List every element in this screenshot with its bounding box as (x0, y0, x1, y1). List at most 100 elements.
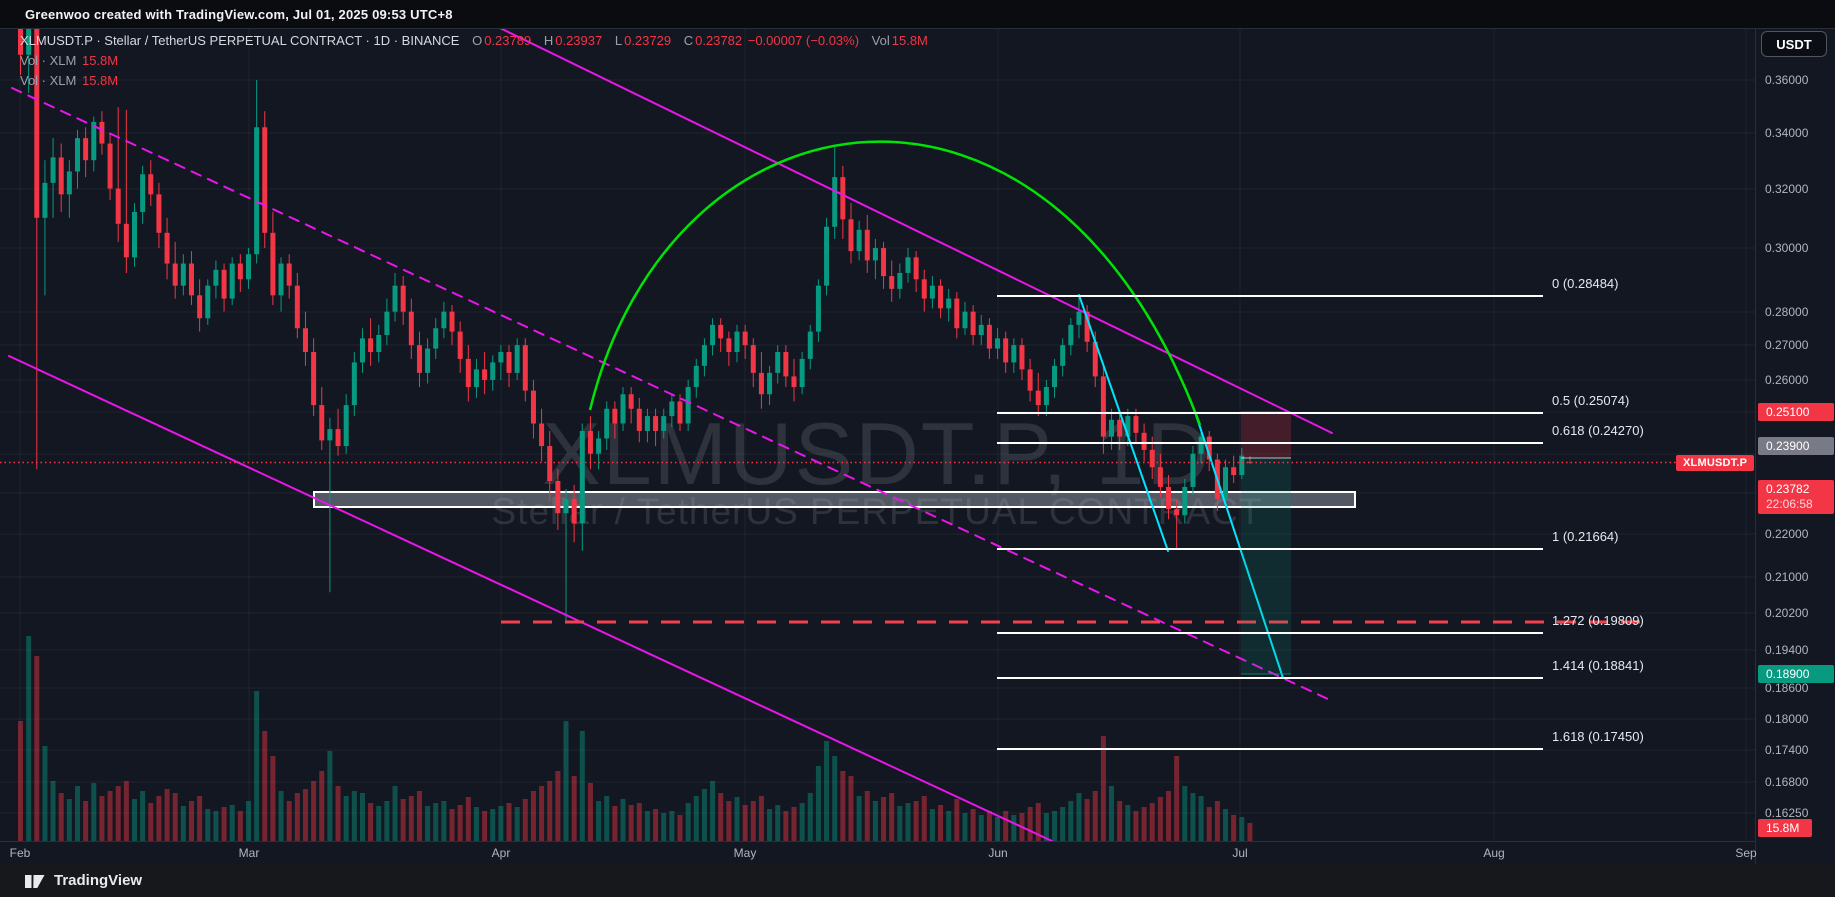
time-axis-label-feb: Feb (9, 846, 31, 860)
candle-body (1027, 369, 1033, 391)
volume-bar (604, 796, 610, 841)
candle-body (131, 211, 137, 258)
volume-bar (1084, 799, 1090, 841)
volume-bar (359, 793, 365, 841)
fib-level-label: 1.618 (0.17450) (1552, 729, 1644, 744)
volume-bar (921, 796, 927, 841)
volume-bar (856, 796, 862, 841)
magenta-dashed-midline[interactable] (11, 87, 1331, 701)
price-axis-label: 0.20200 (1765, 606, 1809, 620)
volume-bar (18, 721, 23, 841)
candle-body (351, 362, 357, 406)
volume-bar (319, 771, 325, 841)
plot-area[interactable] (8, 0, 1640, 841)
candle-body (1141, 432, 1147, 450)
candle-body (335, 429, 341, 447)
volume-bar (1141, 807, 1147, 841)
candle-body (970, 311, 976, 335)
candle-body (1092, 341, 1098, 377)
volume-bar (693, 796, 699, 841)
tradingview-logo-icon[interactable] (24, 871, 46, 891)
volume-bar (522, 799, 528, 841)
volume-bar (1068, 801, 1074, 841)
bar-countdown: 22:06:58 (1766, 497, 1813, 511)
volume-bar (514, 807, 520, 841)
short-position-tool[interactable] (1241, 411, 1291, 675)
candle-body (270, 232, 276, 296)
candle-body (1019, 345, 1025, 370)
magenta-channel-lower[interactable] (8, 355, 1053, 841)
volume-bar (270, 756, 276, 841)
ohlc-high-value: 0.23937 (555, 33, 603, 48)
change-value: −0.00007 (−0.03%) (747, 33, 860, 48)
volume-bar (530, 791, 536, 841)
volume-bar (726, 801, 732, 841)
volume-bar (840, 771, 846, 841)
volume-bar (473, 807, 479, 841)
volume-bar (1060, 807, 1066, 841)
currency-usdt-button[interactable]: USDT (1761, 31, 1827, 57)
volume-bar (140, 791, 146, 841)
cyan-projection-line[interactable] (1195, 414, 1284, 679)
tradingview-brand-text[interactable]: TradingView (54, 872, 143, 889)
candle-body (661, 416, 667, 431)
symbol-title: XLMUSDT.P · Stellar / TetherUS PERPETUAL… (20, 33, 460, 48)
indicator-label: Vol · XLM (20, 73, 77, 88)
candle-body (91, 121, 97, 161)
volume-bar (1166, 791, 1172, 841)
candle-body (864, 229, 870, 261)
volume-bar (237, 811, 243, 841)
supply-zone-box[interactable] (313, 491, 1356, 508)
symbol-legend-row[interactable]: XLMUSDT.P · Stellar / TetherUS PERPETUAL… (20, 31, 928, 51)
volume-bar (213, 811, 219, 841)
volume-bar (441, 801, 447, 841)
volume-bar (978, 815, 984, 841)
candle-body (1182, 486, 1188, 516)
candle-body (1035, 390, 1041, 406)
cyan-impulse-line[interactable] (1078, 294, 1169, 552)
price-axis-label: 0.16800 (1765, 775, 1809, 789)
position-stop-zone (1241, 412, 1291, 458)
volume-bar (905, 803, 911, 841)
price-axis-label: 0.21000 (1765, 570, 1809, 584)
green-arc[interactable] (588, 140, 1202, 426)
volume-bar (734, 797, 740, 841)
time-axis[interactable]: Feb Mar Apr May Jun Jul Aug Sep (0, 841, 1757, 865)
volume-bar (938, 805, 944, 841)
time-axis-label-apr: Apr (491, 846, 511, 860)
indicator-value: 15.8M (81, 73, 119, 88)
fib-retracement[interactable]: 0 (0.28484) 0.5 (0.25074) 0.618 (0.24270) 1… (997, 276, 1644, 750)
volume-bar (205, 809, 211, 841)
volume-bar (1035, 803, 1041, 841)
volume-indicator-row-2[interactable]: Vol · XLM 15.8M (20, 71, 928, 91)
candle-body (815, 285, 821, 332)
price-axis[interactable]: 0.23782 22:06:58 0.36000 0.34000 0.32000 0.… (1755, 28, 1835, 864)
magenta-channel-upper[interactable] (463, 10, 1333, 434)
volume-indicator-row-1[interactable]: Vol · XLM 15.8M (20, 51, 928, 71)
candle-body (726, 338, 732, 353)
price-level-badge: 0.25100 (1758, 403, 1834, 421)
volume-bar (197, 796, 203, 841)
volume-bar (351, 791, 357, 841)
volume-bar (99, 796, 105, 841)
candle-body (156, 194, 162, 233)
volume-bar (123, 781, 129, 841)
candle-body (278, 263, 284, 296)
candle-body (913, 257, 919, 280)
candle-body (758, 372, 764, 395)
volume-bar (986, 811, 992, 841)
candle-body (587, 430, 593, 454)
volume-bar (400, 799, 406, 841)
volume-bar (815, 766, 821, 841)
volume-bar (685, 803, 691, 841)
attribution-bar: Greenwoo created with TradingView.com, J… (0, 0, 1835, 29)
price-axis-label: 0.18600 (1765, 681, 1809, 695)
candle-body (848, 219, 854, 252)
candle-body (1109, 419, 1115, 437)
candle-body (563, 498, 569, 514)
candle-body (83, 138, 89, 161)
volume-bar (742, 805, 748, 841)
candle-body (180, 263, 186, 286)
candle-body (571, 498, 577, 524)
